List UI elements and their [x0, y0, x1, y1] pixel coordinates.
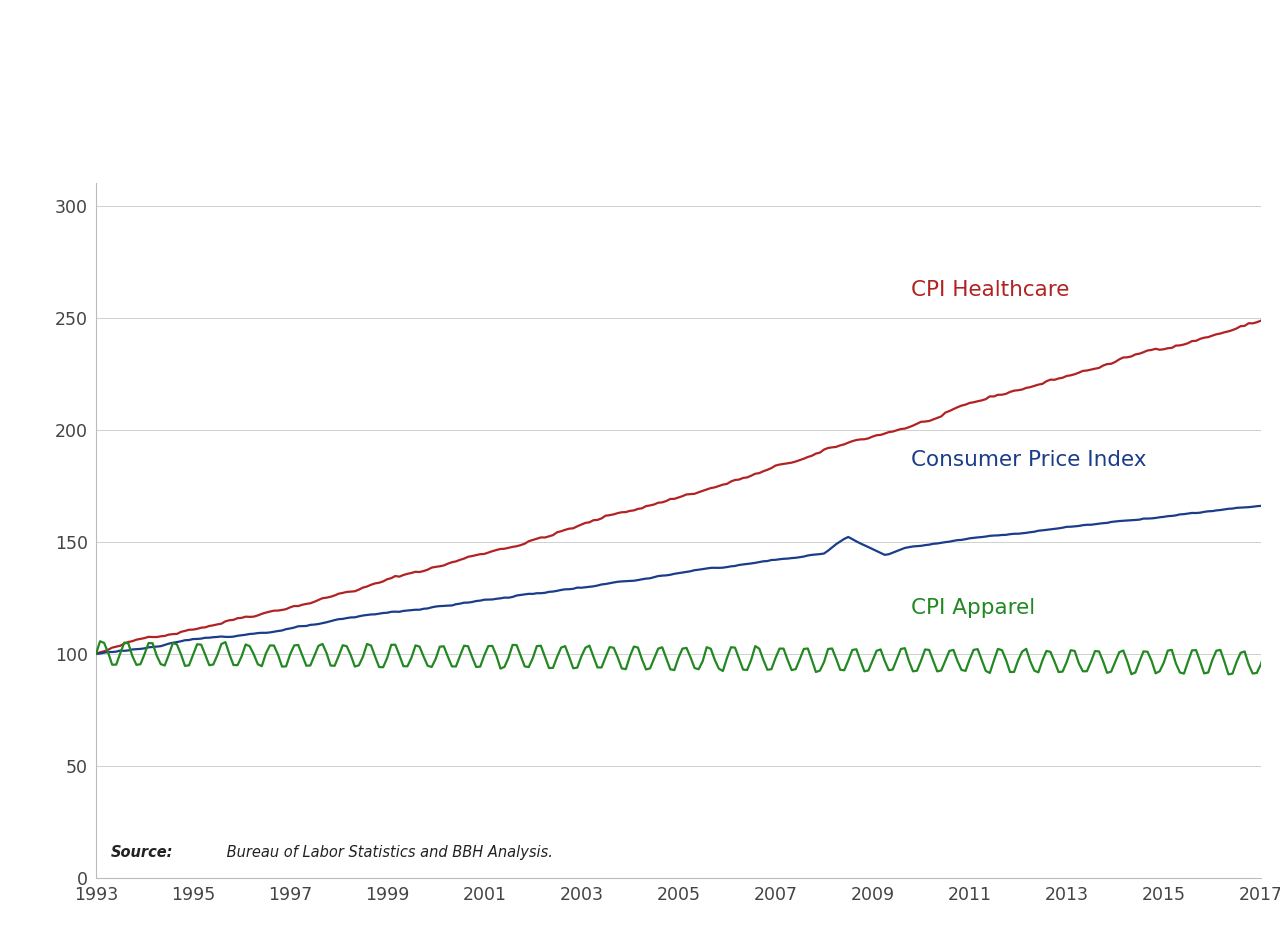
Text: Bureau of Labor Statistics and BBH Analysis.: Bureau of Labor Statistics and BBH Analy… — [223, 845, 553, 860]
Text: Consumer Price Index: Consumer Price Index — [911, 450, 1147, 470]
Text: Consumer Price Index by Selected Sectors: Consumer Price Index by Selected Sectors — [23, 31, 718, 59]
Text: CPI Apparel: CPI Apparel — [911, 598, 1036, 618]
Text: (1993 = 100): (1993 = 100) — [796, 31, 1001, 59]
Text: CPI Healthcare: CPI Healthcare — [911, 280, 1070, 300]
Text: Source:: Source: — [110, 845, 173, 860]
